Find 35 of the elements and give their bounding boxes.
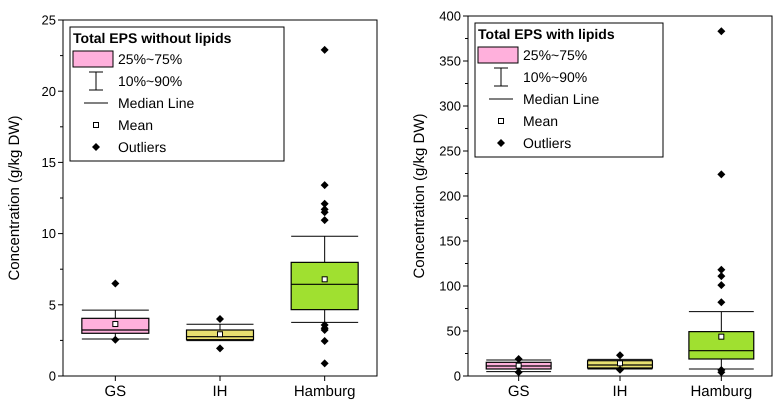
y-tick-label: 0 [454,368,461,384]
y-tick-label: 50 [446,324,461,339]
y-tick-label: 300 [439,98,461,114]
annotation: 25%~75% [118,51,182,67]
y-tick-label: 10 [42,226,56,242]
annotation: 10%~90% [523,69,588,85]
y-tick-label: 5 [48,297,56,312]
legend-title: Total EPS with lipids [478,26,615,42]
x-tick-label: GS [104,383,126,400]
y-tick-label: 100 [439,278,461,294]
x-tick-label: Hamburg [690,383,752,400]
y-tick-label: 200 [439,188,461,204]
y-tick-label: 15 [42,154,56,170]
annotation: Outliers [523,135,572,151]
annotation: 10%~90% [118,73,182,89]
y-tick-label: 350 [439,54,461,69]
y-tick-label: 25 [42,12,56,28]
x-tick-label: GS [508,383,530,400]
annotation: Outliers [118,139,166,155]
annotation: Median Line [118,95,194,111]
annotation: 25%~75% [523,47,588,63]
x-tick-label: IH [212,383,228,400]
y-axis-title: Concentration (g/kg DW) [411,113,428,279]
annotation: Mean [523,113,558,129]
annotation: Median Line [523,91,600,107]
y-tick-label: 0 [48,368,56,384]
y-tick-label: 20 [42,84,56,99]
y-tick-label: 250 [439,144,461,159]
legend-title: Total EPS without lipids [73,30,232,46]
x-tick-label: IH [612,383,628,400]
y-tick-label: 150 [439,234,461,249]
y-axis-title: Concentration (g/kg DW) [6,115,23,281]
annotation: Mean [118,117,154,133]
x-tick-label: Hamburg [294,383,356,400]
y-tick-label: 400 [439,8,461,24]
